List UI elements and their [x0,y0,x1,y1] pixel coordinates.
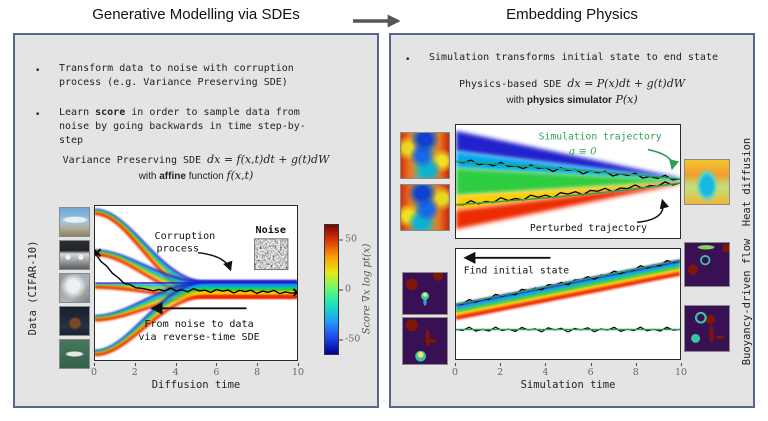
colorbar-tick-neg50: -50 [338,333,361,345]
x-tick: 0 [451,363,459,378]
x-tick: 8 [632,363,639,378]
title-arrow-icon [353,14,401,28]
bullet-icon: • [405,55,411,65]
colorbar-tick-0: 0 [338,283,352,295]
buoyancy-end-state-image-1 [684,242,730,287]
reverse-label-2: via reverse-time SDE [138,332,259,343]
score-colorbar [324,224,339,355]
buoyancy-end-state-image-2 [684,305,730,352]
cifar-image-deer [59,306,90,336]
cifar-image-bird [59,273,90,303]
cifar-image-automobile [59,240,90,270]
heat-diffusion-side-label: Heat diffusion [741,137,753,227]
buoyancy-rainbow-bands [456,259,680,345]
noise-image-border [254,238,289,271]
corruption-label-1: Corruption [155,231,216,242]
diffusion-plot-canvas: Corruption process Noise From noise to d… [95,208,297,357]
buoyancy-plot: Find initial state [455,248,681,360]
cifar-image-airplane [59,207,90,237]
simulation-x-ticks: 0 2 4 6 8 10 [451,363,687,378]
colorbar-label: Score ∇x log pt(x) [361,243,373,335]
perturbed-arrow-icon [637,198,669,224]
x-tick: 4 [172,363,179,378]
right-panel: • Simulation transforms initial state to… [389,33,755,408]
heat-diffusion-plot: Simulation trajectory g ≡ 0 Perturbed tr… [455,124,681,239]
buoyancy-initial-state-image-1 [402,272,448,315]
buoyancy-side-label: Buoyancy-driven flow [741,238,753,366]
heat-plot-canvas: Simulation trajectory g ≡ 0 Perturbed tr… [456,130,680,234]
right-title: Embedding Physics [506,6,638,23]
physics-sde-equation: Physics-based SDE dx = P(x)dt + g(t)dW [458,77,686,90]
sim-trajectory-upper-line [456,160,680,180]
find-initial-state-label: Find initial state [464,266,570,277]
buoyancy-initial-state-image-2 [402,317,448,365]
corruption-arrow-icon [197,251,233,272]
simulation-x-label: Simulation time [520,379,616,391]
x-tick: 6 [213,363,220,378]
g-identically-zero-label: g ≡ 0 [569,145,598,157]
left-title: Generative Modelling via SDEs [92,6,300,23]
heat-plot-overlay: Simulation trajectory g ≡ 0 Perturbed tr… [456,132,680,234]
cifar-image-ship [59,339,90,369]
buoyancy-plot-overlay: Find initial state [456,251,680,331]
x-tick: 2 [131,363,138,378]
noise-label: Noise [256,224,286,236]
x-tick: 2 [497,363,504,378]
left-bullet-2: Learn score in order to sample data from… [59,107,306,147]
score-bold: score [95,107,126,118]
vp-sde-equation: Variance Preserving SDE dx = f(x,t)dt + … [62,153,330,166]
buoy-upper-green-line [456,259,680,306]
colorbar-tick-50: 50 [338,233,358,245]
diffusion-x-ticks: 0 2 4 6 8 10 [90,363,304,378]
sim-trajectory-label: Simulation trajectory [539,132,662,143]
diffusion-plot-overlay: Corruption process Noise From noise to d… [95,224,297,343]
buoyancy-plot-canvas: Find initial state [456,251,680,345]
sim-trajectory-arrow-icon [647,148,679,171]
x-tick: 8 [254,363,261,378]
y-axis-label-data-cifar10: Data (CIFAR-10) [27,240,39,336]
heat-initial-state-image-1 [400,132,450,179]
start-x-marker [95,248,102,257]
diffusion-x-label: Diffusion time [151,379,241,391]
x-tick: 6 [587,363,594,378]
left-panel: • Transform data to noise with corruptio… [13,33,379,408]
heat-initial-state-image-2 [400,184,450,231]
sde-rainbow-streams [95,208,297,357]
noise-image [254,238,288,270]
x-tick: 10 [674,363,688,378]
diffusion-plot: Corruption process Noise From noise to d… [94,205,298,361]
left-bullet-1: Transform data to noise with corruption … [59,63,294,89]
sim-trajectory-lower-line [456,182,680,206]
bullet-icon: • [35,110,41,120]
heat-end-state-image [684,159,730,205]
physics-simulator-note: with physics simulator P(x) [506,93,638,106]
x-tick: 4 [542,363,549,378]
bullet-icon: • [35,66,41,76]
x-tick: 0 [90,363,98,378]
x-tick: 10 [291,363,305,378]
right-bullet-1: Simulation transforms initial state to e… [429,52,718,63]
reverse-label-1: From noise to data [144,319,253,330]
perturbed-label: Perturbed trajectory [530,223,647,234]
corruption-label-2: process [157,244,200,255]
affine-note: with affine function f(x,t) [138,169,254,182]
end-x-marker [292,288,297,297]
